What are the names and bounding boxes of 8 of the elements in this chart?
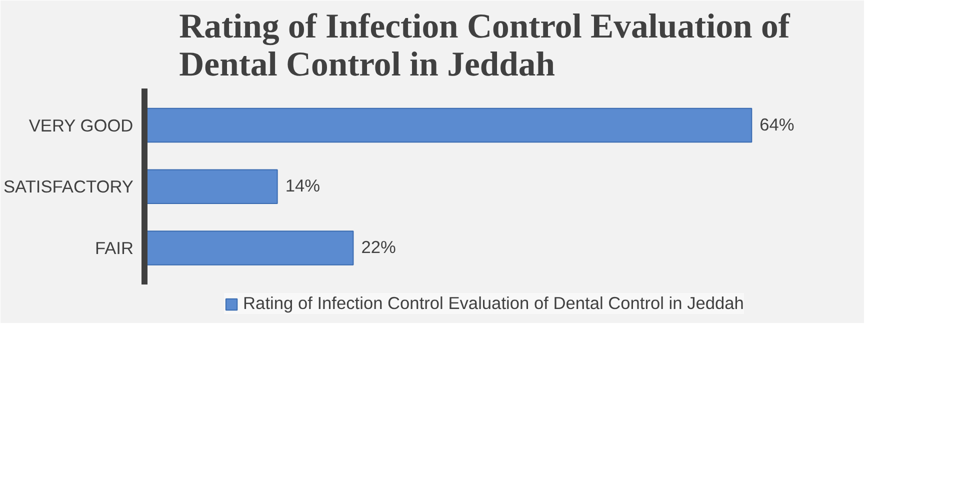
chart-title: Rating of Infection Control Evaluation of Dental Control in Jeddah <box>179 8 790 84</box>
data-label: 22% <box>361 236 396 257</box>
y-tick-label: VERY GOOD <box>28 115 134 136</box>
data-label: 64% <box>760 114 794 134</box>
data-label: 14% <box>285 176 320 196</box>
legend-label: Rating of Infection Control Evaluation of Dental Control in Jeddah <box>243 293 744 314</box>
y-tick-label: FAIR <box>94 238 134 258</box>
y-tick-label: SATISFACTORY <box>4 176 134 197</box>
